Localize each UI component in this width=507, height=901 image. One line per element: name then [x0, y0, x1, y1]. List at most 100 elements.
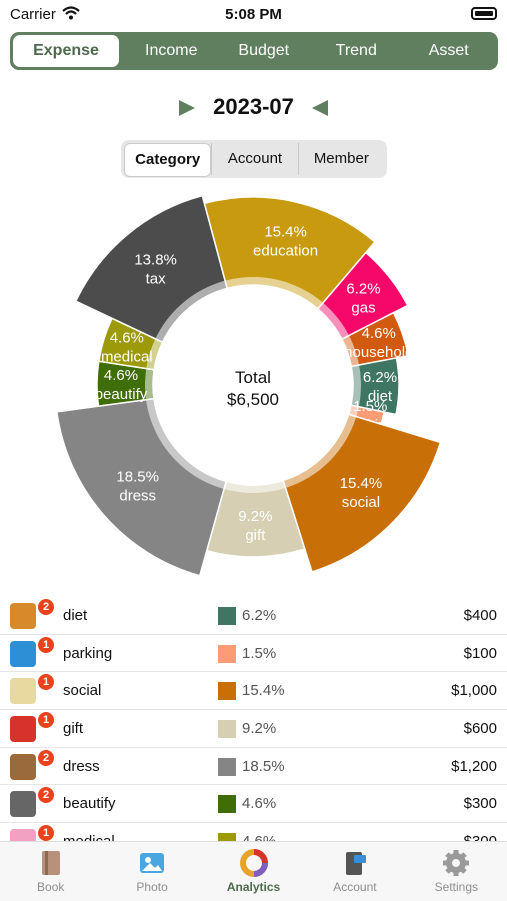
clock: 5:08 PM — [225, 6, 282, 23]
battery-icon — [471, 7, 497, 20]
category-amount: $600 — [463, 720, 497, 738]
color-swatch — [218, 644, 236, 663]
current-month: 2023-07 — [213, 94, 294, 119]
category-name: social — [63, 682, 102, 700]
tab-member[interactable]: Member — [297, 143, 384, 175]
slice-category-label: household — [344, 344, 413, 361]
category-list: 2 diet 6.2% $400 1 parking 1.5% $100 1 social 15.4… — [0, 597, 507, 861]
scissors-icon — [10, 791, 36, 818]
category-name: dress — [63, 757, 100, 775]
category-percent: 6.2% — [242, 607, 277, 624]
category-amount: $1,000 — [451, 682, 497, 700]
tab-book[interactable]: Book — [0, 842, 101, 901]
list-item[interactable]: 2 beautify 4.6% $300 — [0, 785, 507, 824]
book-icon — [0, 848, 101, 878]
carrier-label: Carrier — [10, 6, 56, 23]
dresser-icon — [10, 753, 36, 780]
list-item[interactable]: 1 parking 1.5% $100 — [0, 635, 507, 673]
slice-category-label: social — [342, 494, 380, 511]
slice-percent-label: 6.2% — [363, 369, 397, 386]
tab-account[interactable]: Account — [304, 842, 405, 901]
slice-percent-label: 18.5% — [116, 469, 159, 486]
photo-icon — [101, 848, 202, 878]
donut-center — [161, 293, 345, 477]
slice-percent-label: 6.2% — [346, 280, 380, 297]
analytics-icon — [203, 848, 304, 878]
count-badge: 1 — [38, 674, 54, 691]
tab-analytics[interactable]: Analytics — [203, 842, 304, 901]
gift-icon — [10, 716, 36, 743]
tab-income[interactable]: Income — [145, 42, 198, 59]
tab-budget[interactable]: Budget — [238, 42, 290, 59]
tab-label: Settings — [434, 880, 478, 894]
slice-category-label: gas — [351, 299, 375, 316]
count-badge: 2 — [38, 749, 54, 766]
tab-label: Photo — [136, 880, 168, 894]
category-donut-chart: 15.4% education 6.2% gas 4.6% household 6.2% di… — [55, 194, 442, 577]
slice-percent-label: 15.4% — [264, 224, 307, 241]
status-bar: Carrier 5:08 PM — [0, 0, 507, 30]
previous-month-arrow-icon[interactable] — [178, 99, 195, 116]
tab-account[interactable]: Account — [211, 143, 297, 175]
tab-label: Book — [37, 880, 65, 894]
tab-label: Analytics — [226, 880, 281, 894]
tab-settings[interactable]: Settings — [406, 842, 507, 901]
category-name: gift — [63, 720, 84, 738]
category-percent: 18.5% — [242, 757, 285, 775]
slice-category-label: education — [253, 243, 318, 260]
report-type-tabs: Expense Income Budget Trend Asset — [10, 32, 498, 70]
month-navigator: 2023-07 — [0, 94, 507, 120]
tab-photo[interactable]: Photo — [101, 842, 202, 901]
next-month-arrow-icon[interactable] — [312, 99, 329, 116]
category-amount: $300 — [463, 795, 497, 813]
category-percent: 1.5% — [242, 644, 277, 662]
count-badge: 1 — [38, 712, 54, 729]
color-swatch — [218, 795, 236, 814]
count-badge: 2 — [38, 787, 54, 804]
list-item[interactable]: 2 dress 18.5% $1,200 — [0, 748, 507, 786]
list-item[interactable]: 1 social 15.4% $1,000 — [0, 672, 507, 711]
category-name: beautify — [63, 795, 116, 813]
wifi-icon — [62, 6, 80, 20]
category-percent: 15.4% — [242, 682, 285, 700]
color-swatch — [218, 757, 236, 776]
slice-percent-label: 4.6% — [104, 367, 138, 384]
bottom-tab-bar: Book Photo Analytics Account Settings — [0, 841, 507, 901]
count-badge: 1 — [38, 825, 54, 842]
color-swatch — [218, 720, 236, 739]
list-item[interactable]: 1 gift 9.2% $600 — [0, 710, 507, 748]
category-amount: $1,200 — [451, 757, 497, 775]
tab-trend[interactable]: Trend — [335, 42, 377, 59]
slice-category-label: tax — [146, 270, 167, 287]
slice-percent-label: 1.5% — [353, 398, 387, 415]
slice-percent-label: 9.2% — [238, 508, 272, 525]
slice-percent-label: 4.6% — [110, 329, 144, 346]
center-value: $6,500 — [227, 390, 279, 409]
grouping-tabs: Category Account Member — [121, 140, 387, 178]
count-badge: 1 — [38, 636, 54, 653]
slice-category-label: beautify — [95, 386, 148, 403]
slice-category-label: gift — [245, 527, 266, 544]
color-swatch — [218, 682, 236, 701]
category-amount: $100 — [463, 644, 497, 662]
category-name: diet — [63, 607, 88, 624]
slice-category-label: dress — [119, 488, 156, 505]
gear-icon — [406, 848, 507, 878]
category-amount: $400 — [463, 607, 497, 624]
center-label: Total — [235, 368, 271, 387]
parking-icon — [10, 640, 36, 667]
slice-category-label: medical — [101, 348, 153, 365]
count-badge: 2 — [38, 599, 54, 615]
slice-percent-label: 4.6% — [362, 325, 396, 342]
tab-category[interactable]: Category — [124, 143, 212, 177]
tab-label: Account — [333, 880, 377, 894]
champagne-icon — [10, 678, 36, 705]
slice-category-label: diet — [368, 388, 393, 405]
category-percent: 4.6% — [242, 795, 277, 813]
color-swatch — [218, 607, 236, 625]
tab-expense[interactable]: Expense — [13, 35, 119, 67]
slice-percent-label: 15.4% — [340, 475, 383, 492]
list-item[interactable]: 2 diet 6.2% $400 — [0, 597, 507, 635]
tab-asset[interactable]: Asset — [428, 42, 469, 59]
burger-icon — [10, 603, 36, 629]
